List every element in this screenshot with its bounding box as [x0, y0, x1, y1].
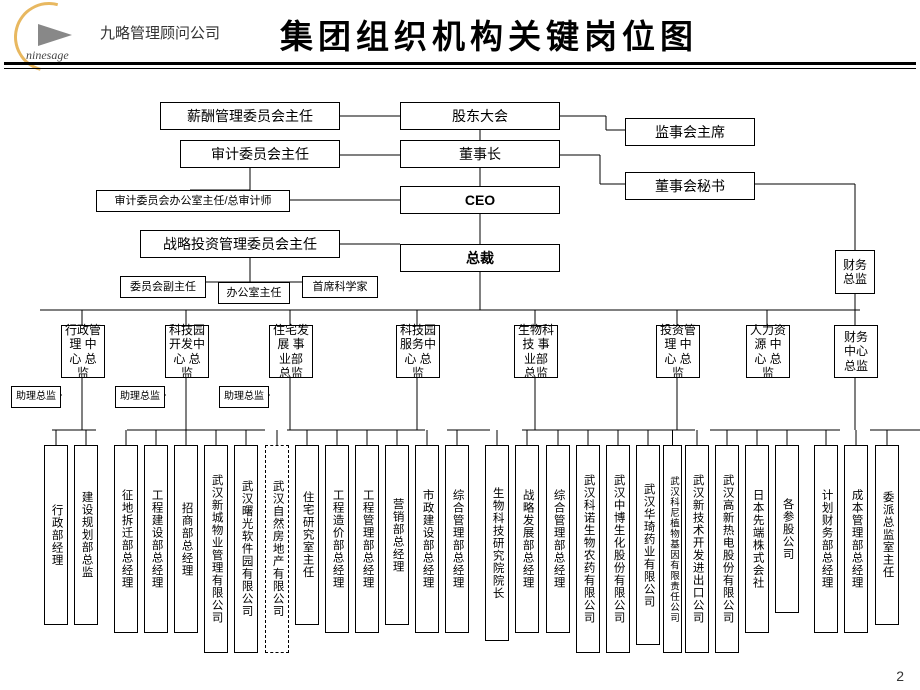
bottom-0: 行政部经理 [44, 445, 68, 625]
bottom-25: 计划财务部总经理 [814, 445, 838, 633]
bottom-11: 营销部总经理 [385, 445, 409, 625]
node-chief-scientist: 首席科学家 [302, 276, 378, 298]
bottom-15: 战略发展部总经理 [515, 445, 539, 633]
bottom-8: 住宅研究室主任 [295, 445, 319, 625]
bottom-22: 武汉高新热电股份有限公司 [715, 445, 739, 653]
node-shareholders: 股东大会 [400, 102, 560, 130]
division-6: 人力资源 中心 总监 [746, 325, 790, 378]
bottom-26: 成本管理部总经理 [844, 445, 868, 633]
node-vice-committee: 委员会副主任 [120, 276, 206, 298]
node-ceo: CEO [400, 186, 560, 214]
bottom-9: 工程造价部总经理 [325, 445, 349, 633]
bottom-20: 武汉科尼植物基因有限责任公司 [663, 445, 682, 653]
assist-0: 助理总监 [11, 386, 61, 408]
bottom-23: 日本先端株式会社 [745, 445, 769, 633]
bottom-27: 委派总监室主任 [875, 445, 899, 625]
node-fin-supervisor: 财务 总监 [835, 250, 875, 294]
node-comp-committee: 薪酬管理委员会主任 [160, 102, 340, 130]
division-1: 科技园 开发中心 总监 [165, 325, 209, 378]
node-office-head: 办公室主任 [218, 282, 290, 304]
bottom-18: 武汉中博生化股份有限公司 [606, 445, 630, 653]
node-supervisor: 监事会主席 [625, 118, 755, 146]
node-president: 总裁 [400, 244, 560, 272]
bottom-21: 武汉新技术开发进出口公司 [685, 445, 709, 653]
bottom-13: 综合管理部总经理 [445, 445, 469, 633]
bottom-1: 建设规划部总监 [74, 445, 98, 625]
division-7: 财务 中心 总监 [834, 325, 878, 378]
bottom-12: 市政建设部总经理 [415, 445, 439, 633]
bottom-3: 工程建设部总经理 [144, 445, 168, 633]
bottom-19: 武汉华琦药业有限公司 [636, 445, 660, 645]
division-4: 生物科技 事业部 总监 [514, 325, 558, 378]
division-2: 住宅发展 事业部 总监 [269, 325, 313, 378]
bottom-17: 武汉科诺生物农药有限公司 [576, 445, 600, 653]
bottom-10: 工程管理部总经理 [355, 445, 379, 633]
bottom-7: 武汉自然房地产有限公司 [265, 445, 289, 653]
bottom-24: 各参股公司 [775, 445, 799, 613]
node-secretary: 董事会秘书 [625, 172, 755, 200]
bottom-2: 征地拆迁部总经理 [114, 445, 138, 633]
bottom-5: 武汉新城物业管理有限公司 [204, 445, 228, 653]
node-strategy-committee: 战略投资管理委员会主任 [140, 230, 340, 258]
assist-1: 助理总监 [115, 386, 165, 408]
bottom-14: 生物科技研究院院长 [485, 445, 509, 641]
division-3: 科技园 服务中心 总监 [396, 325, 440, 378]
division-0: 行政管理 中心 总监 [61, 325, 105, 378]
bottom-16: 综合管理部总经理 [546, 445, 570, 633]
node-audit-office: 审计委员会办公室主任/总审计师 [96, 190, 290, 212]
bottom-6: 武汉曙光软件园有限公司 [234, 445, 258, 653]
assist-2: 助理总监 [219, 386, 269, 408]
bottom-4: 招商部总经理 [174, 445, 198, 633]
division-5: 投资管理 中心 总监 [656, 325, 700, 378]
node-audit-committee: 审计委员会主任 [180, 140, 340, 168]
node-chairman: 董事长 [400, 140, 560, 168]
